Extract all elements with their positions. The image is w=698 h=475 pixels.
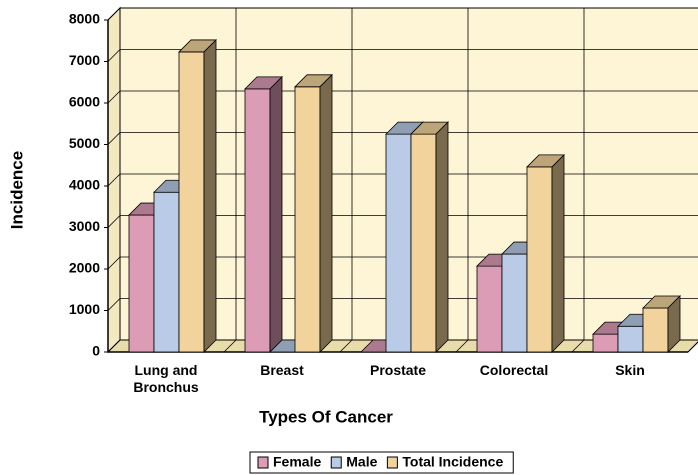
bar-front (476, 265, 503, 353)
x-axis-label: Types Of Cancer (259, 407, 393, 426)
floor-tick (223, 339, 237, 353)
x-tick-label: Breast (260, 362, 304, 378)
x-tick-label: Colorectal (479, 362, 549, 378)
bar-side (551, 153, 565, 353)
bar-side (203, 38, 217, 353)
x-tick-label: Prostate (369, 362, 427, 378)
legend: Female Male Total Incidence (249, 451, 514, 474)
legend-swatch (330, 456, 342, 469)
y-tick-label: 3000 (69, 218, 100, 234)
floor-tick (339, 339, 353, 353)
y-tick-label: 8000 (69, 11, 100, 27)
legend-swatch (257, 456, 269, 469)
y-tick-label: 1000 (69, 301, 100, 317)
bar-front (385, 133, 412, 353)
y-axis-label: Incidence (7, 151, 26, 229)
bar-front (617, 325, 644, 353)
y-tick-label: 2000 (69, 260, 100, 276)
legend-label: Female (273, 454, 321, 470)
bar-side (667, 295, 681, 353)
x-tick-label: Lung and Bronchus (133, 362, 199, 395)
y-tick-label: 7000 (69, 52, 100, 68)
bar (294, 73, 333, 353)
bar (526, 153, 565, 353)
bar (642, 295, 681, 353)
y-tick-label: 4000 (69, 177, 100, 193)
legend-box (249, 451, 514, 474)
y-tick-label: 0 (92, 343, 100, 359)
bar-front (128, 214, 155, 353)
bar-side (269, 75, 283, 353)
bar-front (592, 333, 619, 353)
bar-front (410, 133, 437, 353)
bar-front (244, 88, 271, 353)
bar-front (153, 191, 180, 353)
floor-tick (455, 339, 469, 353)
bar-side (319, 73, 333, 353)
floor-tick (107, 339, 121, 353)
y-tick-label: 5000 (69, 135, 100, 151)
y-tick-label: 6000 (69, 94, 100, 110)
bar-front (501, 253, 528, 353)
bar-front (526, 166, 553, 353)
bar-side (435, 121, 449, 353)
floor-tick (687, 341, 698, 353)
floor-tick (571, 339, 585, 353)
bar (178, 38, 217, 353)
bar (410, 121, 449, 353)
bar-front (178, 51, 205, 353)
legend-label: Male (346, 454, 377, 470)
bar-front (642, 307, 669, 353)
legend-swatch (386, 456, 398, 469)
bar-front (294, 86, 321, 353)
bar (244, 75, 283, 353)
x-tick-label: Skin (615, 362, 645, 378)
legend-label: Total Incidence (402, 454, 503, 470)
